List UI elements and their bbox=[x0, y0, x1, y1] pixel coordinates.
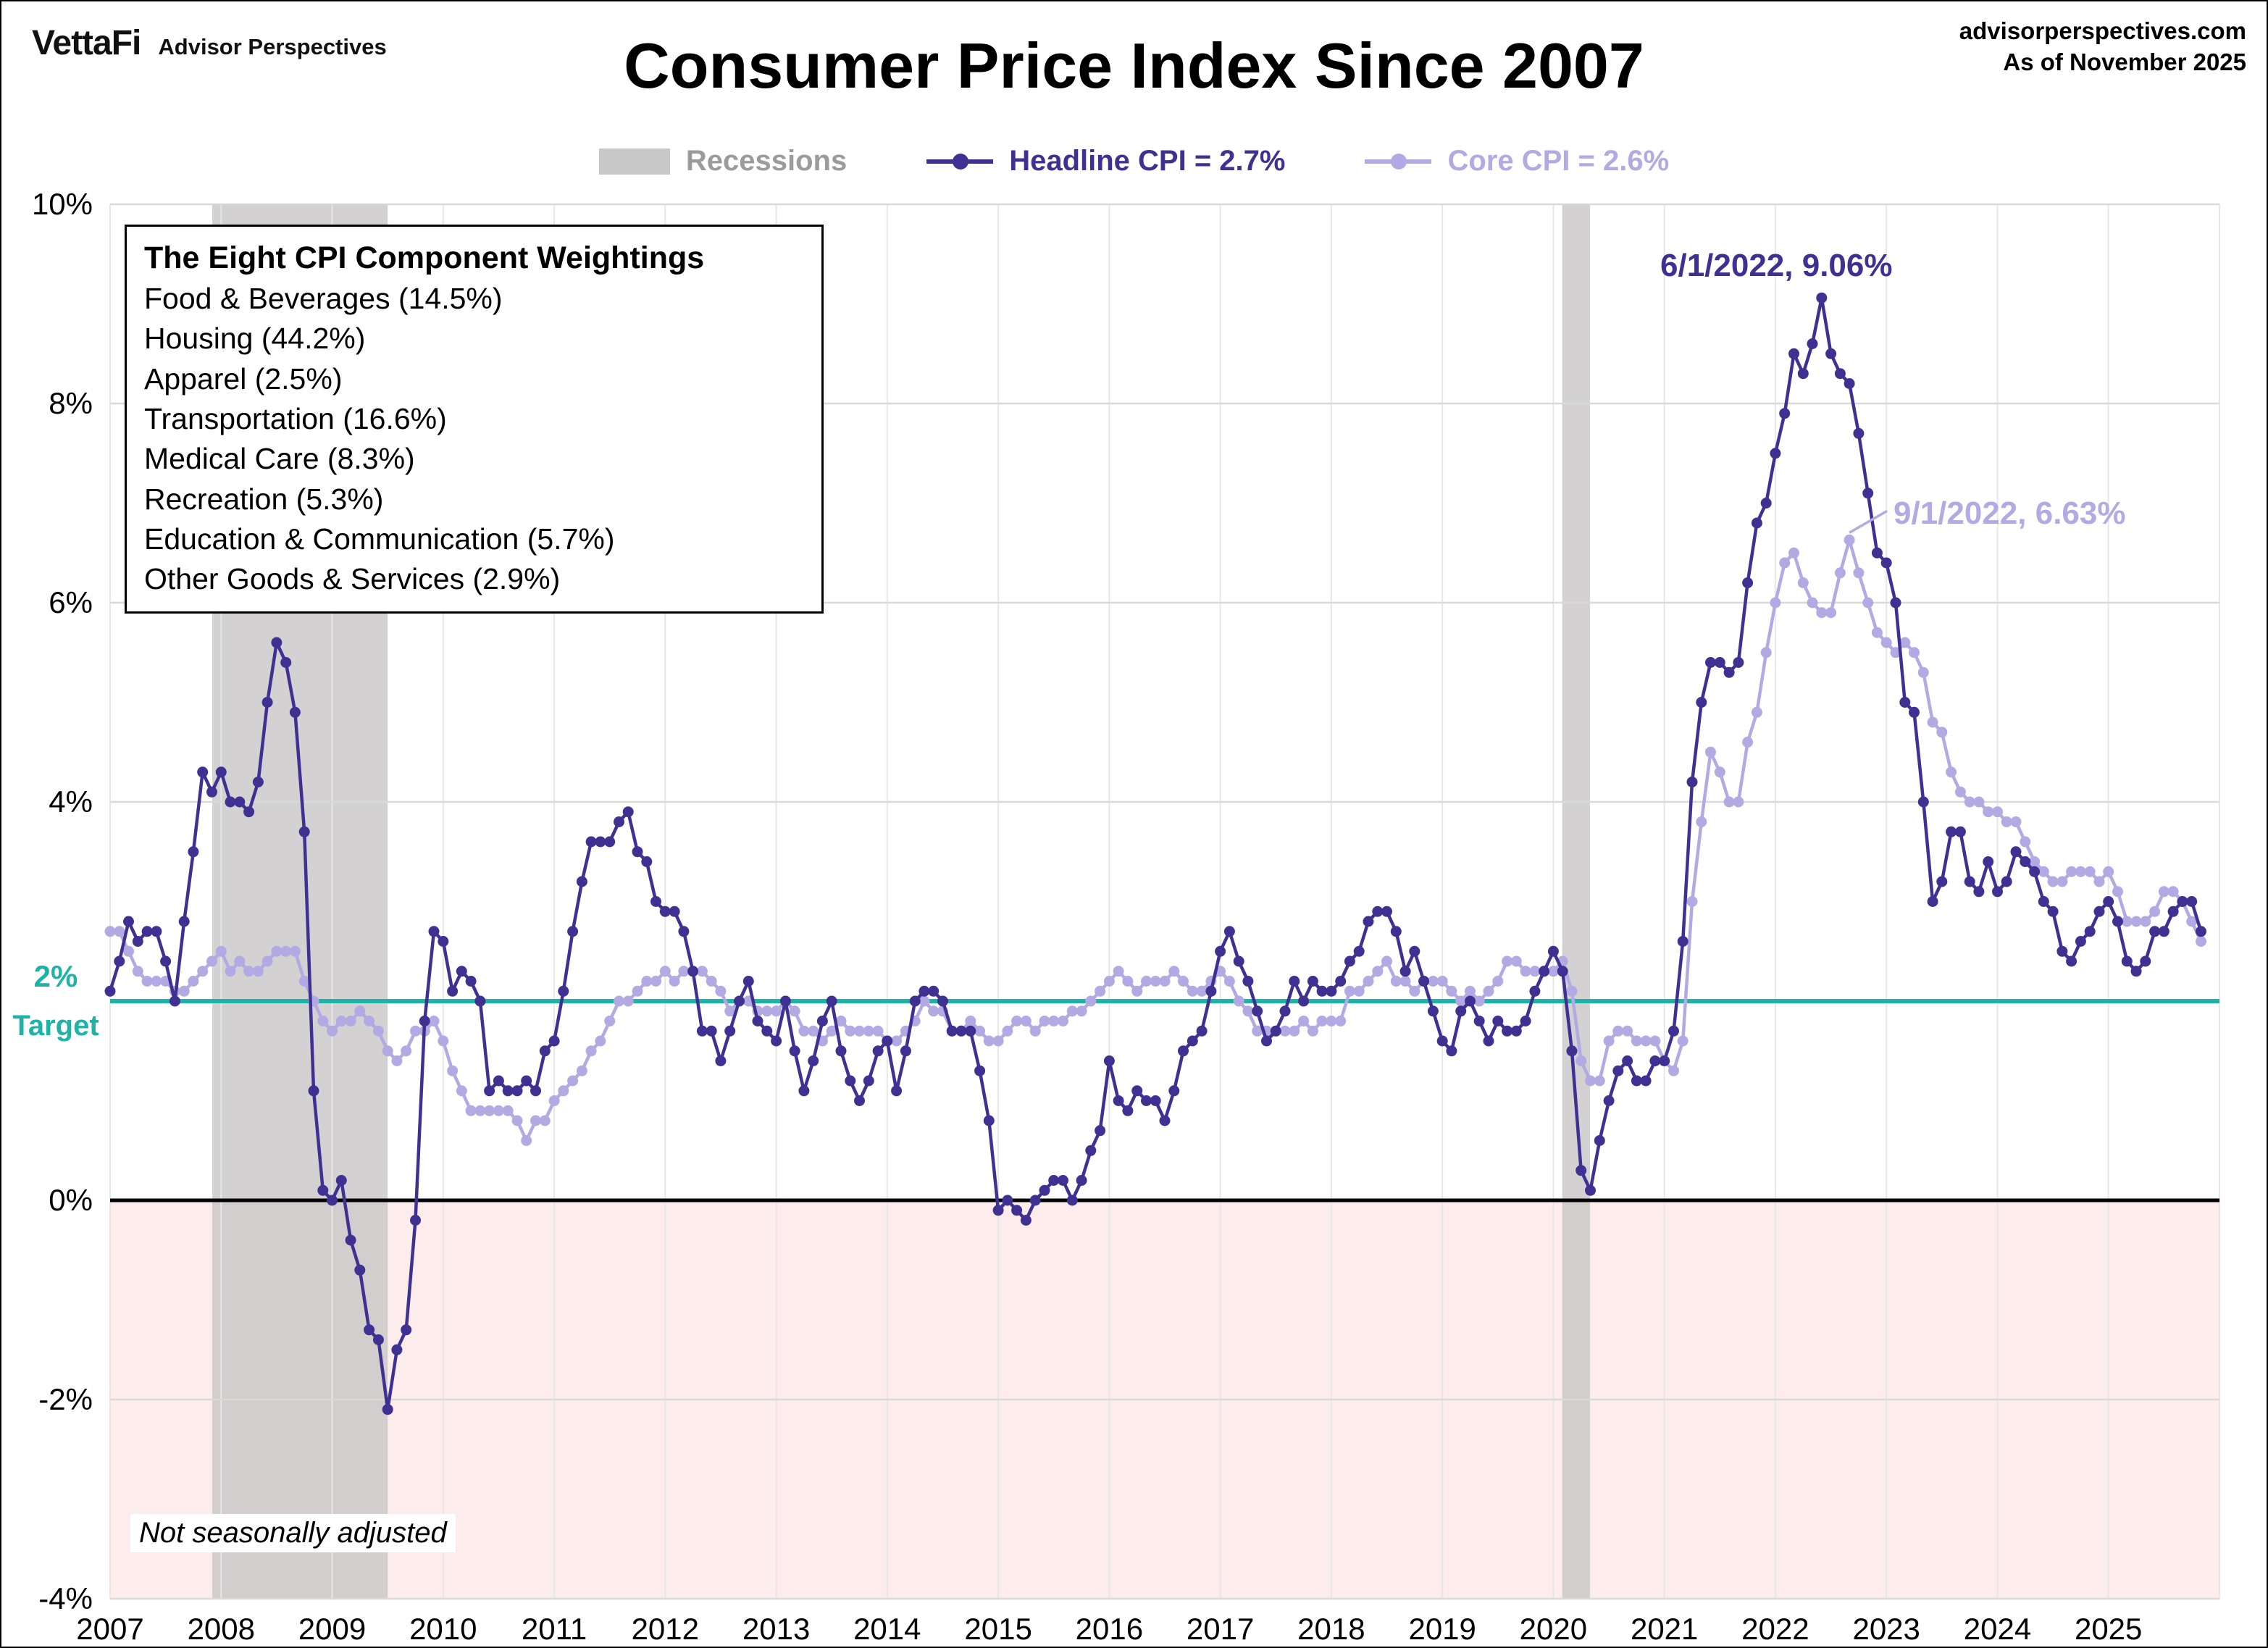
svg-text:2009: 2009 bbox=[298, 1612, 366, 1646]
svg-text:2017: 2017 bbox=[1187, 1612, 1254, 1646]
headline-peak-annotation: 6/1/2022, 9.06% bbox=[1660, 248, 1893, 283]
legend-recessions-label: Recessions bbox=[685, 145, 848, 177]
svg-text:-2%: -2% bbox=[38, 1382, 93, 1416]
header-logo-block: VettaFi Advisor Perspectives bbox=[32, 23, 387, 63]
legend-item-recessions: Recessions bbox=[598, 145, 848, 177]
core-peak-annotation: 9/1/2022, 6.63% bbox=[1894, 495, 2126, 531]
svg-text:2021: 2021 bbox=[1631, 1612, 1698, 1646]
svg-text:8%: 8% bbox=[49, 386, 93, 420]
svg-text:2018: 2018 bbox=[1297, 1612, 1365, 1646]
svg-text:2025: 2025 bbox=[2075, 1612, 2142, 1646]
svg-text:10%: 10% bbox=[32, 187, 93, 221]
cpi-weightings-box: The Eight CPI Component Weightings Food … bbox=[125, 225, 824, 614]
as-of-date: As of November 2025 bbox=[2003, 48, 2246, 75]
legend-item-headline-cpi: Headline CPI = 2.7% bbox=[926, 145, 1285, 177]
vettafi-logo: VettaFi bbox=[32, 24, 141, 62]
svg-text:2022: 2022 bbox=[1741, 1612, 1809, 1646]
weighting-item-transportation: Transportation (16.6%) bbox=[144, 402, 447, 436]
svg-text:2023: 2023 bbox=[1852, 1612, 1920, 1646]
weightings-title: The Eight CPI Component Weightings bbox=[144, 240, 705, 275]
svg-text:2020: 2020 bbox=[1520, 1612, 1587, 1646]
advisor-perspectives-label: Advisor Perspectives bbox=[158, 34, 387, 59]
svg-text:2011: 2011 bbox=[522, 1612, 587, 1646]
source-block: advisorperspectives.com As of November 2… bbox=[1959, 16, 2246, 78]
svg-text:2010: 2010 bbox=[409, 1612, 477, 1646]
legend-headline-label: Headline CPI = 2.7% bbox=[1009, 145, 1286, 177]
svg-text:2012: 2012 bbox=[632, 1612, 699, 1646]
core-line-marker-icon bbox=[1365, 153, 1432, 170]
footnote: Not seasonally adjusted bbox=[130, 1514, 456, 1552]
svg-text:0%: 0% bbox=[49, 1183, 93, 1217]
svg-text:2013: 2013 bbox=[742, 1612, 810, 1646]
svg-text:4%: 4% bbox=[49, 785, 93, 819]
svg-text:2016: 2016 bbox=[1076, 1612, 1143, 1646]
weighting-item-other: Other Goods & Services (2.9%) bbox=[144, 562, 561, 596]
fed-target-label: 2% Target bbox=[5, 959, 106, 1042]
weighting-item-apparel: Apparel (2.5%) bbox=[144, 361, 343, 396]
weighting-item-housing: Housing (44.2%) bbox=[144, 322, 366, 356]
chart-legend: Recessions Headline CPI = 2.7% Core CPI … bbox=[1, 145, 2267, 177]
svg-text:2015: 2015 bbox=[964, 1612, 1032, 1646]
headline-line-marker-icon bbox=[926, 153, 994, 170]
svg-text:2008: 2008 bbox=[188, 1612, 255, 1646]
page-title: Consumer Price Index Since 2007 bbox=[624, 30, 1644, 101]
svg-text:2014: 2014 bbox=[853, 1612, 921, 1646]
weighting-item-medical: Medical Care (8.3%) bbox=[144, 442, 415, 476]
weighting-item-food: Food & Beverages (14.5%) bbox=[144, 282, 503, 316]
target-word-label: Target bbox=[12, 1010, 99, 1042]
legend-item-core-cpi: Core CPI = 2.6% bbox=[1365, 145, 1669, 177]
legend-core-label: Core CPI = 2.6% bbox=[1447, 145, 1670, 177]
source-site: advisorperspectives.com bbox=[1959, 17, 2246, 44]
svg-text:2024: 2024 bbox=[1964, 1612, 2031, 1646]
svg-text:6%: 6% bbox=[49, 585, 93, 619]
svg-text:-4%: -4% bbox=[38, 1581, 93, 1615]
recession-swatch-icon bbox=[598, 148, 670, 175]
weighting-item-education: Education & Communication (5.7%) bbox=[144, 522, 615, 556]
weighting-item-recreation: Recreation (5.3%) bbox=[144, 482, 384, 516]
svg-text:2007: 2007 bbox=[76, 1612, 143, 1646]
target-value-label: 2% bbox=[33, 959, 78, 993]
svg-text:2019: 2019 bbox=[1408, 1612, 1476, 1646]
